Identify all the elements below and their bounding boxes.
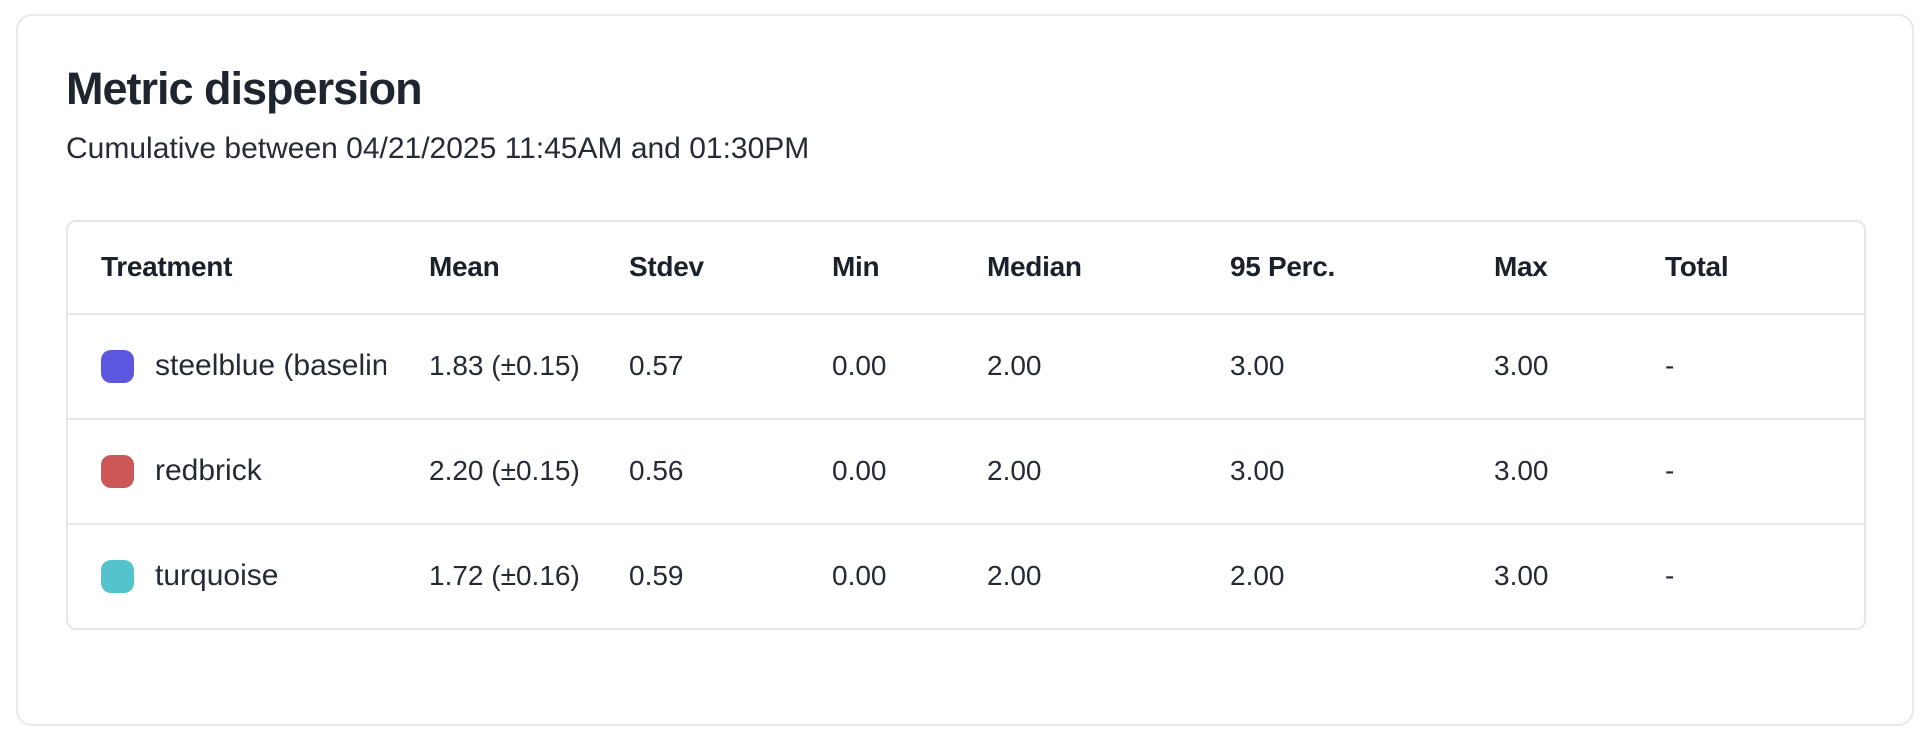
treatment-cell: redbrick [68, 418, 396, 525]
table-row: steelblue (baseline 1.83 (±0.15) 0.57 0.… [68, 313, 1864, 420]
stdev-value: 0.56 [596, 418, 799, 525]
table-row: turquoise 1.72 (±0.16) 0.59 0.00 2.00 2.… [68, 523, 1864, 628]
total-value: - [1632, 418, 1864, 525]
column-header-min: Min [799, 221, 954, 315]
column-header-mean: Mean [396, 221, 596, 315]
metric-dispersion-table: Treatment Mean Stdev Min Median 95 Perc.… [66, 219, 1866, 630]
mean-value: 1.72 (±0.16) [396, 523, 596, 628]
treatment-color-swatch [101, 559, 134, 593]
total-value: - [1632, 523, 1864, 628]
stdev-value: 0.59 [596, 523, 799, 628]
median-value: 2.00 [954, 313, 1197, 420]
total-value: - [1632, 313, 1864, 420]
treatment-cell: turquoise [68, 523, 396, 628]
treatment-color-swatch [101, 349, 134, 383]
95perc-value: 2.00 [1197, 523, 1461, 628]
metric-dispersion-card: Metric dispersion Cumulative between 04/… [16, 14, 1914, 726]
min-value: 0.00 [799, 523, 954, 628]
median-value: 2.00 [954, 523, 1197, 628]
treatment-name: steelblue (baseline [155, 349, 386, 382]
min-value: 0.00 [799, 418, 954, 525]
treatment-name: redbrick [155, 454, 262, 487]
table-header-row: Treatment Mean Stdev Min Median 95 Perc.… [68, 221, 1864, 315]
date-range-subtitle: Cumulative between 04/21/2025 11:45AM an… [66, 132, 810, 165]
column-header-total: Total [1632, 221, 1864, 315]
column-header-95perc: 95 Perc. [1197, 221, 1461, 315]
page-title: Metric dispersion [66, 63, 423, 114]
treatment-name: turquoise [155, 559, 279, 592]
column-header-max: Max [1461, 221, 1632, 315]
95perc-value: 3.00 [1197, 418, 1461, 525]
column-header-treatment: Treatment [68, 221, 396, 315]
min-value: 0.00 [799, 313, 954, 420]
column-header-median: Median [954, 221, 1197, 315]
stdev-value: 0.57 [596, 313, 799, 420]
treatment-cell: steelblue (baseline [68, 313, 396, 420]
column-header-stdev: Stdev [596, 221, 799, 315]
table-row: redbrick 2.20 (±0.15) 0.56 0.00 2.00 3.0… [68, 418, 1864, 525]
treatment-color-swatch [101, 454, 134, 488]
mean-value: 2.20 (±0.15) [396, 418, 596, 525]
max-value: 3.00 [1461, 418, 1632, 525]
mean-value: 1.83 (±0.15) [396, 313, 596, 420]
95perc-value: 3.00 [1197, 313, 1461, 420]
max-value: 3.00 [1461, 313, 1632, 420]
median-value: 2.00 [954, 418, 1197, 525]
max-value: 3.00 [1461, 523, 1632, 628]
